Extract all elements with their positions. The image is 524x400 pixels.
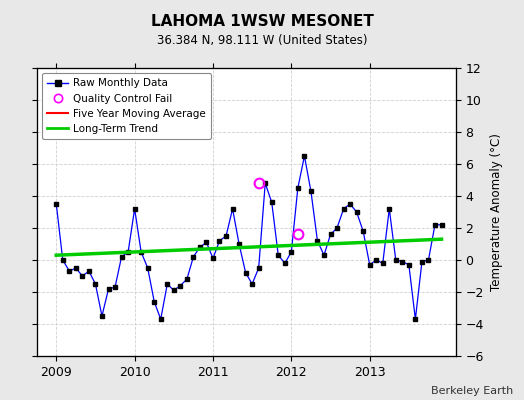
Text: Berkeley Earth: Berkeley Earth	[431, 386, 514, 396]
Text: LAHOMA 1WSW MESONET: LAHOMA 1WSW MESONET	[150, 14, 374, 29]
Y-axis label: Temperature Anomaly (°C): Temperature Anomaly (°C)	[489, 133, 503, 291]
Legend: Raw Monthly Data, Quality Control Fail, Five Year Moving Average, Long-Term Tren: Raw Monthly Data, Quality Control Fail, …	[42, 73, 211, 139]
Text: 36.384 N, 98.111 W (United States): 36.384 N, 98.111 W (United States)	[157, 34, 367, 47]
